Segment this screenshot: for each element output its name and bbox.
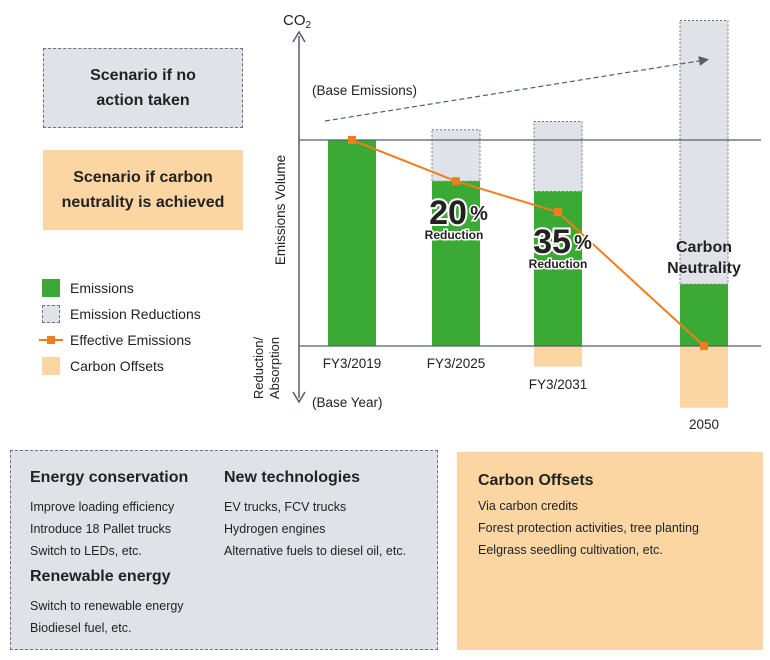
scenario-carbon-neutral-line-2: neutrality is achieved: [61, 194, 225, 211]
new-technologies-item: Alternative fuels to diesel oil, etc.: [224, 544, 407, 558]
legend-swatch-effective-emissions: [39, 331, 63, 349]
legend-item-emissions: Emissions: [42, 279, 134, 297]
y-axis-arrow-up: [292, 30, 306, 43]
emissions-bar: [432, 181, 480, 346]
effective-emissions-point: [452, 177, 460, 186]
emissions-chart: FY3/2019 FY3/2025 FY3/2031 2050 CO2 Emissions…: [251, 12, 761, 432]
carbon-offset-bar: [680, 346, 728, 408]
carbon-offsets-item: Forest protection activities, tree plant…: [478, 521, 699, 535]
x-tick-label: FY3/2031: [529, 377, 588, 392]
y-axis-top-subscript: 2: [306, 20, 312, 31]
base-emissions-label: (Base Emissions): [312, 83, 417, 98]
legend-item-effective-emissions: Effective Emissions: [39, 331, 192, 349]
scenario-no-action-line-1: Scenario if no: [90, 67, 196, 84]
carbon-offsets-item: Via carbon credits: [478, 499, 578, 513]
legend-label-effective-emissions: Effective Emissions: [70, 332, 192, 348]
y-axis-lower-label-line-1: Reduction/: [251, 337, 266, 400]
legend-swatch-emissions: [42, 279, 60, 297]
emission-reduction-bar: [533, 120, 583, 192]
new-technologies-heading: New technologies: [224, 469, 361, 486]
renewable-energy-heading: Renewable energy: [30, 568, 171, 585]
legend-item-carbon-offsets: Carbon Offsets: [42, 357, 164, 375]
carbon-offsets-box: Carbon Offsets Via carbon credits Forest…: [457, 452, 763, 650]
y-axis-top-label: CO2: [283, 12, 312, 31]
energy-conservation-item: Switch to LEDs, etc.: [30, 544, 142, 558]
bar-group: [328, 20, 729, 408]
effective-emissions-point: [700, 342, 708, 350]
legend-swatch-carbon-offsets: [42, 357, 60, 375]
emission-reduction-bar: [431, 129, 481, 182]
carbon-offsets-heading: Carbon Offsets: [478, 472, 594, 489]
measures-box: Energy conservation Improve loading effi…: [10, 450, 438, 650]
x-tick-label: FY3/2019: [323, 356, 382, 371]
legend-label-emission-reductions: Emission Reductions: [70, 306, 201, 322]
legend-label-emissions: Emissions: [70, 280, 134, 296]
emissions-bar: [328, 140, 376, 346]
base-year-label: (Base Year): [312, 395, 383, 410]
scenario-no-action-line-2: action taken: [96, 92, 190, 109]
no-action-trend-arrow: [324, 56, 709, 122]
reduction-2031-percent: %: [574, 232, 592, 254]
reduction-2025-percent: %: [470, 203, 488, 225]
legend-label-carbon-offsets: Carbon Offsets: [70, 358, 164, 374]
reduction-2025-number: 20: [429, 194, 467, 232]
new-technologies-item: Hydrogen engines: [224, 522, 326, 536]
scenario-no-action-box: Scenario if no action taken: [43, 48, 243, 128]
x-tick-label: 2050: [689, 417, 719, 432]
emissions-bar: [534, 191, 582, 346]
effective-emissions-line: [351, 139, 705, 347]
carbon-neutrality-label-line-1: Carbon: [676, 239, 732, 256]
legend-item-emission-reductions: Emission Reductions: [42, 305, 201, 323]
energy-conservation-item: Improve loading efficiency: [30, 500, 175, 514]
scenario-carbon-neutral-line-1: Scenario if carbon: [73, 169, 213, 186]
y-axis-upper-label: Emissions Volume: [273, 155, 288, 265]
renewable-energy-item: Biodiesel fuel, etc.: [30, 621, 132, 635]
legend-swatch-emission-reductions: [42, 305, 60, 323]
energy-conservation-item: Introduce 18 Pallet trucks: [30, 522, 172, 536]
energy-conservation-heading: Energy conservation: [30, 469, 189, 486]
reduction-2031-number: 35: [533, 223, 571, 261]
scenario-carbon-neutral-box: Scenario if carbon neutrality is achieve…: [43, 150, 243, 230]
carbon-neutrality-label-line-2: Neutrality: [667, 260, 741, 277]
x-tick-label: FY3/2025: [427, 356, 486, 371]
y-axis-lower-label-line-2: Absorption: [267, 337, 282, 399]
axes-group: [292, 30, 761, 404]
carbon-offsets-item: Eelgrass seedling cultivation, etc.: [478, 543, 663, 557]
renewable-energy-item: Switch to renewable energy: [30, 599, 184, 613]
reduction-2025-word: Reduction: [425, 228, 484, 242]
y-axis-arrow-down: [292, 391, 306, 404]
effective-emissions-point: [554, 208, 562, 217]
new-technologies-item: EV trucks, FCV trucks: [224, 500, 347, 514]
chart-text-group: FY3/2019 FY3/2025 FY3/2031 2050 CO2 Emissions…: [251, 12, 741, 432]
emissions-bar: [680, 284, 728, 346]
effective-emissions-point: [348, 136, 356, 144]
effective-emissions-series: [348, 136, 708, 350]
carbon-offset-bar: [534, 346, 582, 367]
reduction-2031-word: Reduction: [529, 257, 588, 271]
